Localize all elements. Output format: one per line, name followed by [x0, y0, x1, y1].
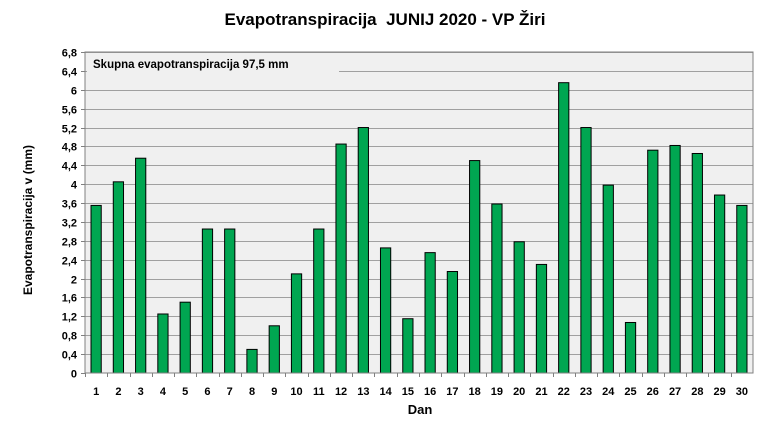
y-tick-label: 1,2 [62, 312, 77, 324]
y-tick-label: 2,4 [62, 256, 78, 268]
bar-day-23 [580, 127, 592, 374]
bar-day-30 [736, 204, 748, 374]
y-tick-label: 0 [71, 369, 77, 381]
x-tick-label: 9 [271, 386, 277, 398]
x-tick-label: 12 [335, 386, 347, 398]
bar-day-1 [90, 204, 102, 374]
bar-day-4 [157, 313, 169, 374]
x-tick-label: 14 [379, 386, 392, 398]
x-tick-label: 18 [469, 386, 481, 398]
bars [90, 82, 748, 374]
y-tick-label: 4,4 [62, 161, 78, 173]
x-tick-label: 13 [357, 386, 369, 398]
bar-day-18 [469, 160, 481, 374]
x-tick-label: 23 [580, 386, 592, 398]
bar-day-2 [112, 181, 125, 374]
y-tick-label: 0,4 [62, 350, 78, 362]
x-tick-label: 19 [491, 386, 503, 398]
y-tick-label: 2 [71, 275, 77, 287]
bar-day-13 [357, 127, 369, 374]
y-tick-label: 3,2 [62, 218, 77, 230]
x-tick-label: 21 [535, 386, 547, 398]
y-tick-label: 0,8 [62, 331, 77, 343]
x-tick-label: 27 [669, 386, 681, 398]
bar-day-10 [290, 273, 303, 374]
x-tick-label: 4 [160, 386, 167, 398]
bar-day-6 [201, 228, 214, 374]
bar-day-17 [446, 271, 459, 374]
x-tick-label: 22 [558, 386, 570, 398]
bar-day-26 [647, 149, 659, 374]
bar-day-27 [669, 144, 681, 374]
bar-day-3 [135, 157, 147, 374]
x-tick-label: 3 [138, 386, 144, 398]
bar-day-5 [179, 301, 191, 374]
plot-frame [84, 51, 754, 374]
y-tick-label: 6,8 [62, 48, 77, 60]
bar-day-29 [713, 194, 726, 374]
y-tick-label: 6,4 [62, 67, 78, 79]
x-tick-label: 26 [647, 386, 659, 398]
x-tick-label: 29 [713, 386, 725, 398]
annotation-box [87, 54, 339, 73]
x-tick-label: 6 [204, 386, 210, 398]
x-tick-label: 24 [602, 386, 615, 398]
x-tick-label: 1 [93, 386, 99, 398]
x-tick-label: 16 [424, 386, 436, 398]
bar-day-20 [513, 241, 525, 374]
y-tick-label: 6 [71, 86, 77, 98]
x-tick-label: 30 [736, 386, 748, 398]
x-tick-label: 28 [691, 386, 703, 398]
bar-day-16 [424, 252, 436, 374]
bar-day-25 [624, 321, 637, 374]
y-tick-label: 3,6 [62, 199, 77, 211]
x-tick-label: 17 [446, 386, 458, 398]
y-tick-label: 4,8 [62, 142, 77, 154]
bar-day-11 [313, 228, 325, 374]
x-tick-label: 2 [115, 386, 121, 398]
bar-day-19 [491, 203, 503, 374]
y-tick-label: 5,6 [62, 105, 77, 117]
annotation-text: Skupna evapotranspiracija 97,5 mm [93, 59, 289, 71]
bar-day-24 [602, 184, 614, 374]
bar-day-14 [379, 247, 392, 374]
chart-title: Evapotranspiracija JUNIJ 2020 - VP Žiri [224, 10, 546, 29]
x-axis-label: Dan [407, 402, 433, 417]
x-tick-label: 8 [249, 386, 255, 398]
x-tick-label: 10 [290, 386, 302, 398]
bar-day-22 [558, 82, 570, 374]
bar-day-12 [335, 143, 347, 374]
x-tick-label: 11 [313, 386, 325, 398]
x-tick-label: 7 [227, 386, 233, 398]
y-tick-label: 5,2 [62, 124, 77, 136]
y-axis-ticks: 0 0,4 0,8 1,2 1,6 2 2,4 2,8 3,2 3,6 4 4,4 4,8 5,2 5,6 6… [62, 48, 85, 381]
y-tick-label: 2,8 [62, 237, 77, 249]
x-tick-label: 5 [182, 386, 188, 398]
bar-day-28 [691, 152, 703, 374]
bar-day-9 [268, 325, 280, 374]
x-tick-label: 20 [513, 386, 525, 398]
plot-area [85, 52, 753, 373]
x-axis-ticks: 1 2 3 4 5 6 7 8 9 10 11 12 13 14 15 16 17 18 19 20 21 22 23 24 2… [85, 373, 748, 398]
x-tick-label: 15 [402, 386, 414, 398]
bar-day-8 [246, 348, 258, 374]
y-tick-label: 4 [71, 180, 78, 192]
bar-day-7 [224, 228, 236, 374]
x-tick-label: 25 [624, 386, 636, 398]
bar-day-15 [402, 318, 414, 374]
bar-day-21 [535, 263, 548, 374]
y-tick-label: 1,6 [62, 293, 77, 305]
